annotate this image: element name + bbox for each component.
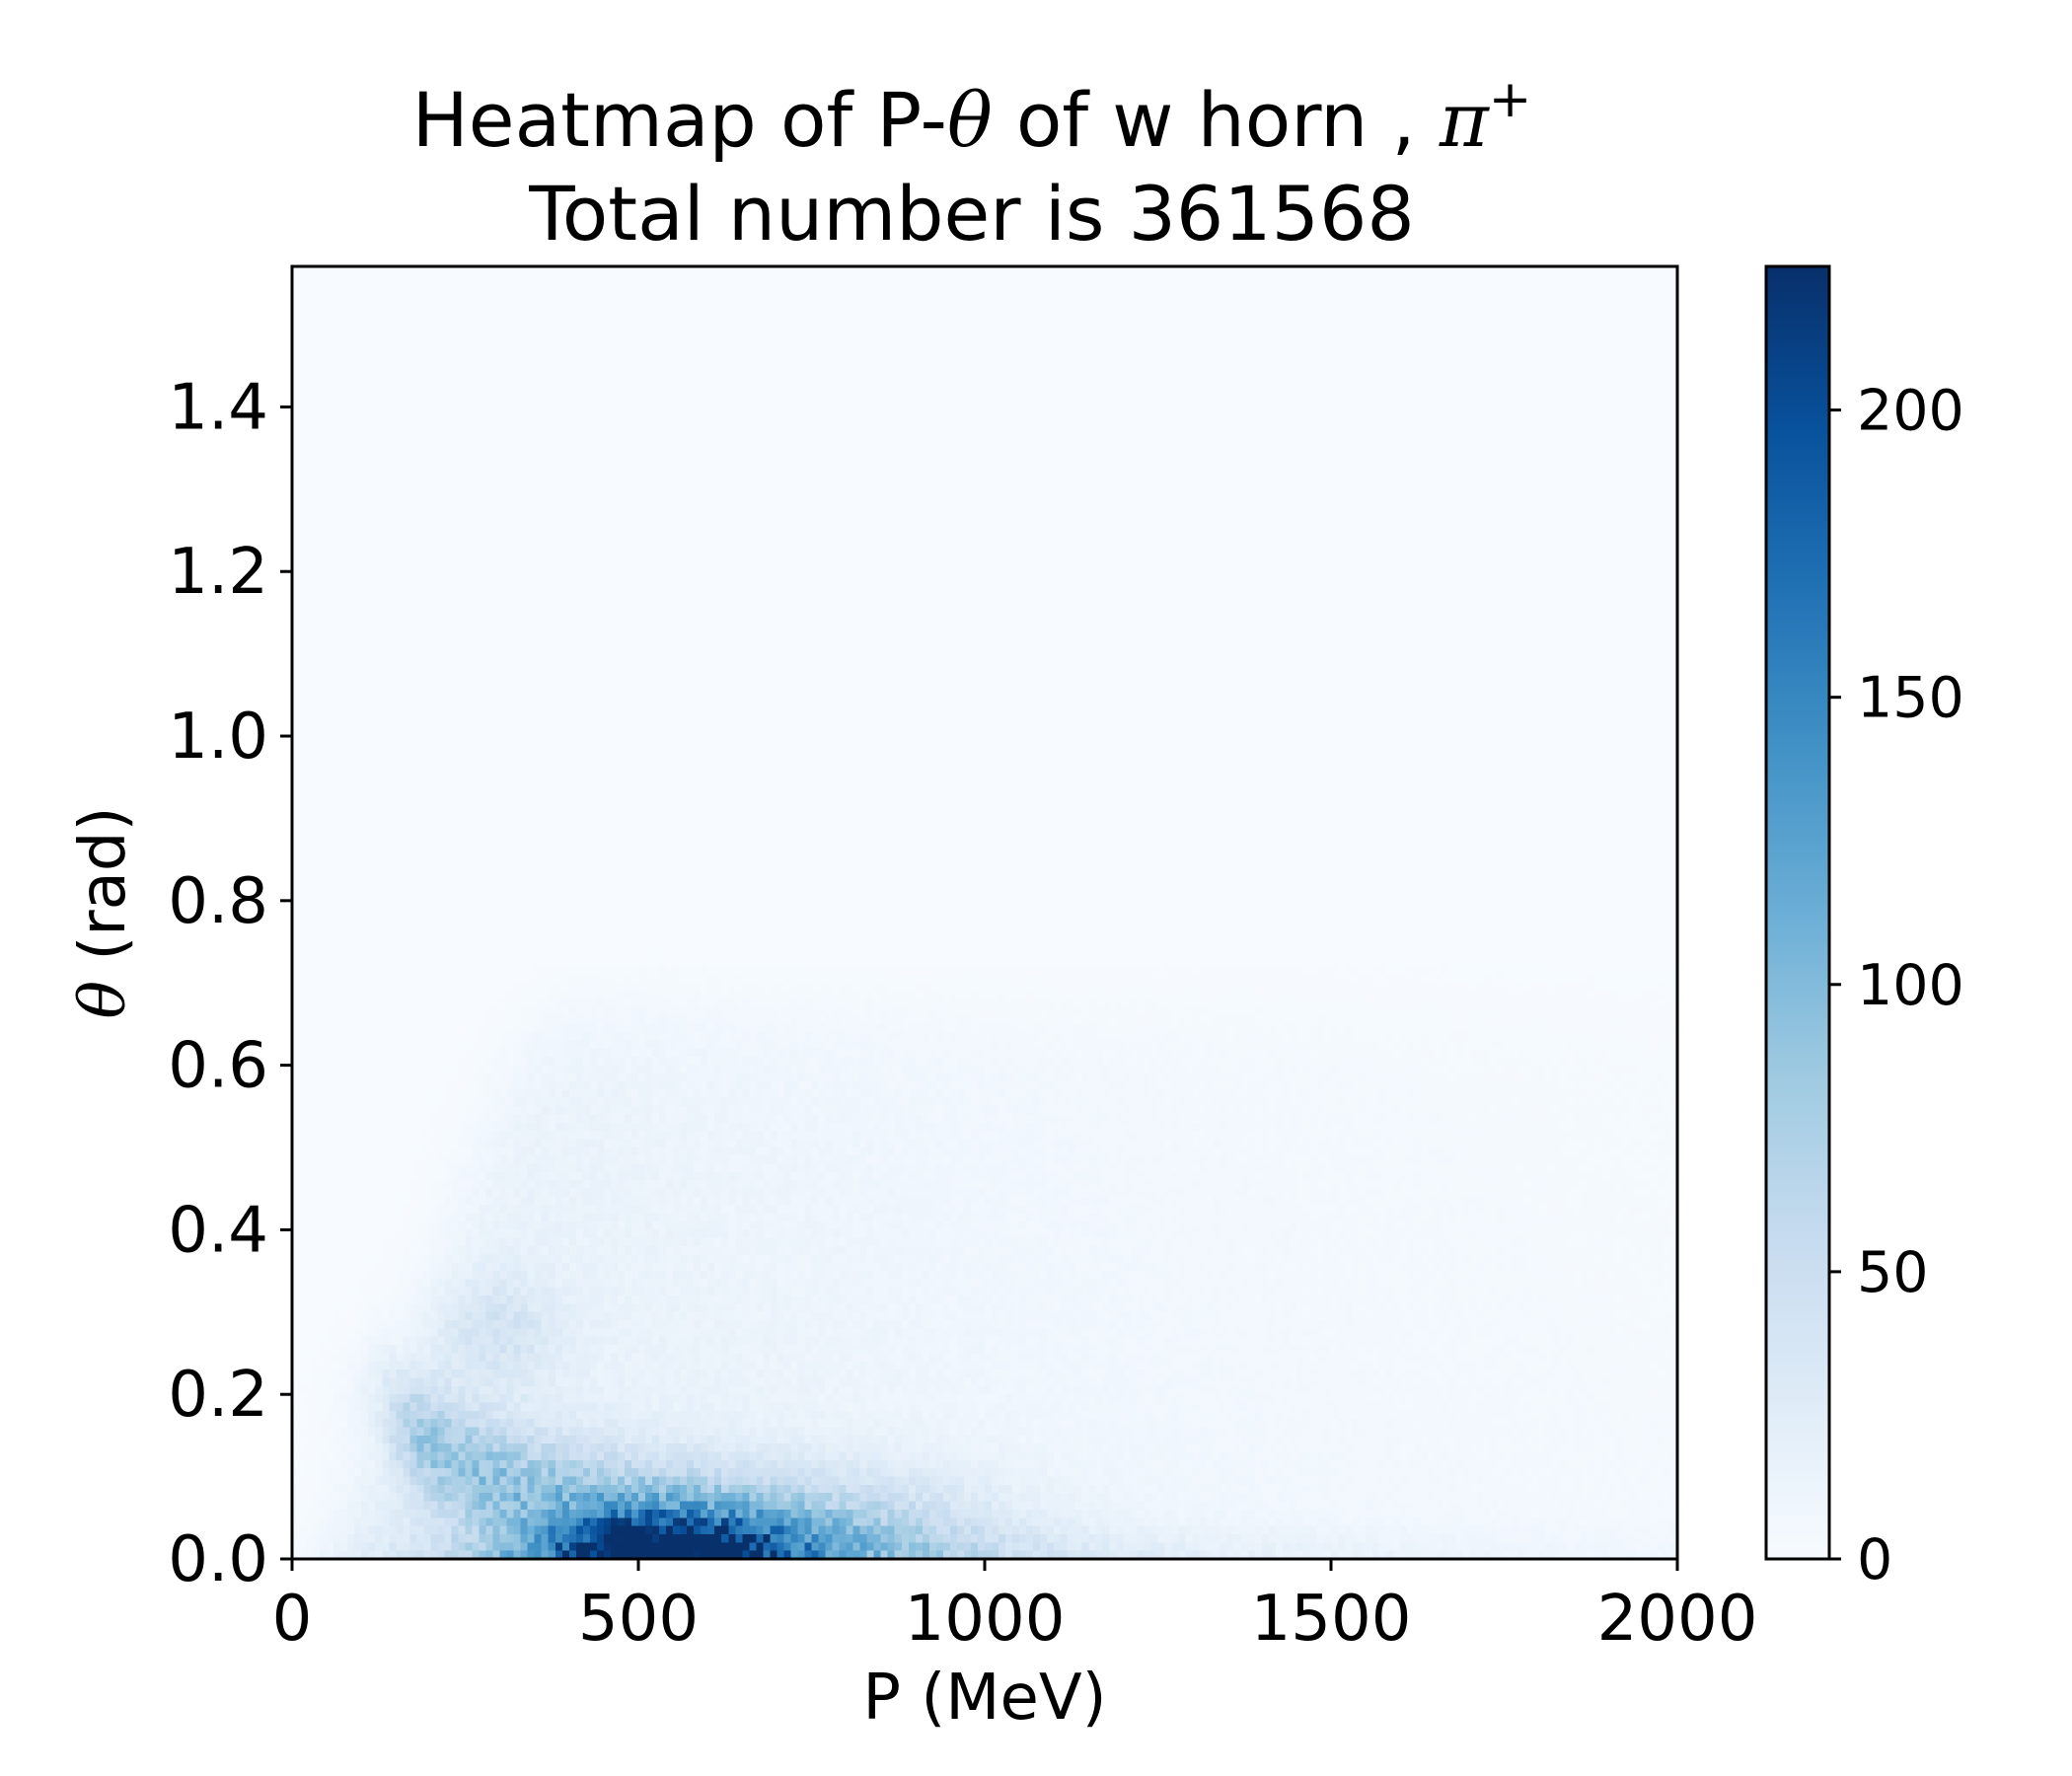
heatmap-image (292, 266, 1677, 1559)
y-tick-label: 0.4 (168, 1194, 268, 1267)
chart-title-line2: Total number is 361568 (528, 170, 1414, 258)
x-tick-label: 1500 (1251, 1583, 1412, 1656)
y-tick-label: 0.6 (168, 1030, 268, 1103)
title-pi: π (1439, 76, 1491, 164)
x-tick-label: 2000 (1597, 1583, 1758, 1656)
y-axis: 0.0 0.2 0.4 0.6 0.8 1.0 1.2 1.4 (168, 371, 292, 1596)
chart-title-line1: Heatmap of P-θ of w horn , π+ (412, 70, 1532, 164)
y-tick-label: 1.4 (168, 371, 268, 444)
colorbar-tick-label: 100 (1857, 953, 1964, 1018)
title-theta: θ (947, 76, 993, 164)
y-tick-label: 0.8 (168, 865, 268, 938)
y-tick-label: 0.0 (168, 1523, 268, 1596)
title-sup: + (1489, 70, 1532, 129)
colorbar (1764, 264, 1831, 1561)
colorbar-tick-label: 0 (1857, 1527, 1892, 1592)
x-tick-label: 500 (578, 1583, 699, 1656)
x-axis-label: P (MeV) (862, 1662, 1106, 1735)
y-label-unit: (rad) (67, 807, 140, 981)
colorbar-tick-label: 150 (1857, 666, 1964, 731)
colorbar-tick-label: 50 (1857, 1240, 1929, 1305)
colorbar-tick-label: 200 (1857, 379, 1964, 444)
x-tick-label: 1000 (905, 1583, 1066, 1656)
colorbar-axis: 0 50 100 150 200 (1829, 379, 1964, 1592)
y-tick-label: 0.2 (168, 1359, 268, 1432)
x-axis: 0 500 1000 1500 2000 (272, 1559, 1758, 1656)
x-tick-label: 0 (272, 1583, 313, 1656)
y-tick-label: 1.0 (168, 701, 268, 774)
y-axis-label: θ (rad) (67, 807, 140, 1019)
y-tick-label: 1.2 (168, 536, 268, 609)
title-middle: of w horn , (993, 76, 1440, 164)
title-prefix: Heatmap of P- (412, 76, 947, 164)
y-label-theta: θ (67, 981, 140, 1019)
